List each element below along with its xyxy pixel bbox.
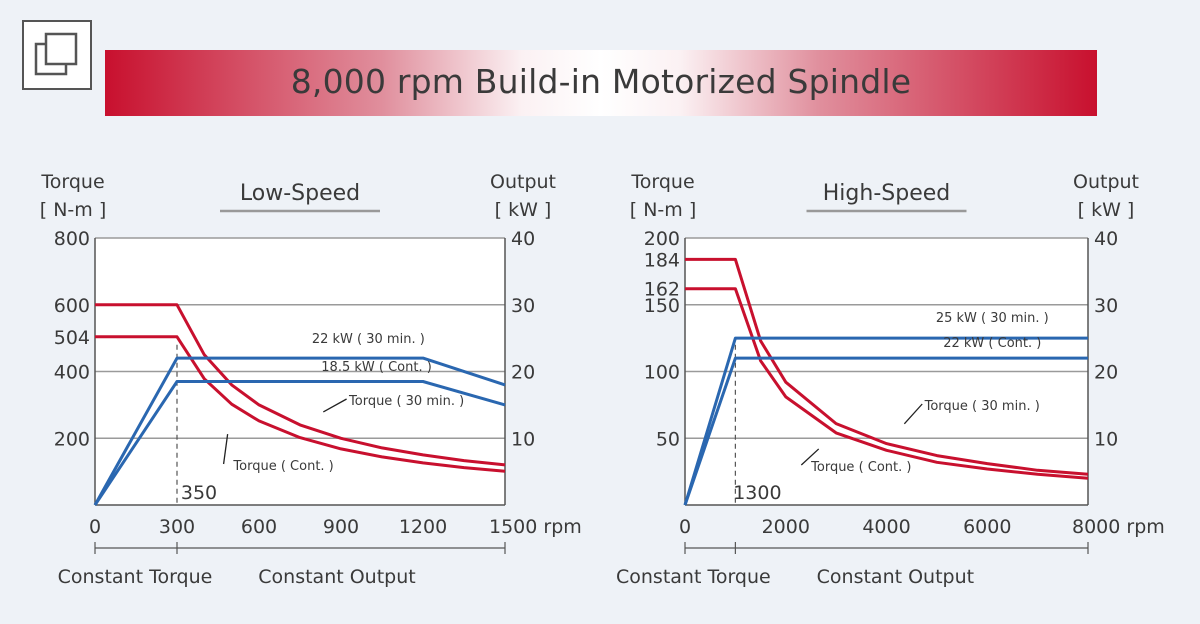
y-left-tick-label: 800 — [54, 228, 90, 250]
series-line — [683, 356, 1088, 506]
series-line — [95, 335, 506, 473]
series-pointer — [800, 448, 820, 466]
x-tick-label: 0 — [679, 516, 691, 538]
y-right-tick-label: 30 — [511, 295, 535, 317]
y-right-unit: [ kW ] — [1078, 199, 1135, 221]
y-right-tick-label: 20 — [1094, 362, 1118, 384]
series-line — [93, 356, 506, 506]
x-tick-label: 1500 rpm — [489, 516, 582, 538]
series-label: Torque ( 30 min. ) — [348, 394, 464, 409]
y-right-tick-label: 10 — [1094, 428, 1118, 450]
series-label: 18.5 kW ( Cont. ) — [321, 360, 432, 375]
series-line — [95, 303, 506, 467]
series-line — [685, 287, 1089, 480]
series-line — [93, 380, 506, 506]
y-right-tick-label: 30 — [1094, 295, 1118, 317]
y-left-tick-label: 504 — [54, 327, 90, 349]
y-right-tick-label: 20 — [511, 362, 535, 384]
high-speed-chart: 1300 Torque ( 30 min. ) Torque ( Cont. ) 25… — [616, 171, 1165, 588]
series-label: Torque ( Cont. ) — [810, 460, 911, 475]
x-tick-label: 600 — [241, 516, 277, 538]
y-left-unit: [ N-m ] — [630, 199, 696, 221]
series-label: 22 kW ( 30 min. ) — [312, 332, 425, 347]
y-left-title: Torque — [40, 171, 104, 193]
series-pointer — [322, 398, 347, 413]
y-right-tick-label: 40 — [511, 228, 535, 250]
chart-title: Low-Speed — [240, 181, 360, 206]
y-left-tick-label: 600 — [54, 295, 90, 317]
series-label: Torque ( Cont. ) — [232, 459, 333, 474]
y-left-tick-label: 100 — [644, 362, 680, 384]
region-label: Constant Output — [258, 566, 415, 588]
chart-title: High-Speed — [823, 181, 950, 206]
x-tick-label: 300 — [159, 516, 195, 538]
y-left-unit: [ N-m ] — [40, 199, 106, 221]
speed-marker-label: 1300 — [733, 482, 781, 504]
speed-marker-label: 350 — [181, 482, 217, 504]
y-left-tick-label: 162 — [644, 279, 680, 301]
overlapping-squares-icon — [22, 20, 92, 90]
region-label: Constant Torque — [616, 566, 771, 588]
series-line — [685, 257, 1089, 476]
series-label: 22 kW ( Cont. ) — [943, 336, 1041, 351]
y-right-unit: [ kW ] — [495, 199, 552, 221]
y-right-title: Output — [490, 171, 556, 193]
x-tick-label: 8000 rpm — [1072, 516, 1165, 538]
x-tick-label: 0 — [89, 516, 101, 538]
series-line — [683, 336, 1088, 506]
y-left-tick-label: 150 — [644, 295, 680, 317]
series-pointer — [903, 403, 923, 425]
y-left-tick-label: 50 — [656, 428, 680, 450]
x-tick-label: 1200 — [399, 516, 447, 538]
y-left-tick-label: 184 — [644, 249, 680, 271]
y-right-title: Output — [1073, 171, 1139, 193]
title-banner: 8,000 rpm Build-in Motorized Spindle — [105, 50, 1097, 116]
y-left-tick-label: 400 — [54, 362, 90, 384]
y-left-tick-label: 200 — [644, 228, 680, 250]
y-left-tick-label: 200 — [54, 428, 90, 450]
page-title: 8,000 rpm Build-in Motorized Spindle — [290, 62, 912, 101]
y-right-tick-label: 40 — [1094, 228, 1118, 250]
x-tick-label: 2000 — [762, 516, 810, 538]
x-tick-label: 6000 — [963, 516, 1011, 538]
x-tick-label: 4000 — [862, 516, 910, 538]
x-tick-label: 900 — [323, 516, 359, 538]
series-label: Torque ( 30 min. ) — [924, 399, 1040, 414]
series-pointer — [222, 434, 229, 465]
region-label: Constant Output — [817, 566, 974, 588]
y-left-title: Torque — [630, 171, 694, 193]
y-right-tick-label: 10 — [511, 428, 535, 450]
series-label: 25 kW ( 30 min. ) — [936, 311, 1049, 326]
low-speed-chart: 350 Torque ( 30 min. ) Torque ( Cont. ) 22 … — [40, 171, 582, 588]
region-label: Constant Torque — [58, 566, 213, 588]
